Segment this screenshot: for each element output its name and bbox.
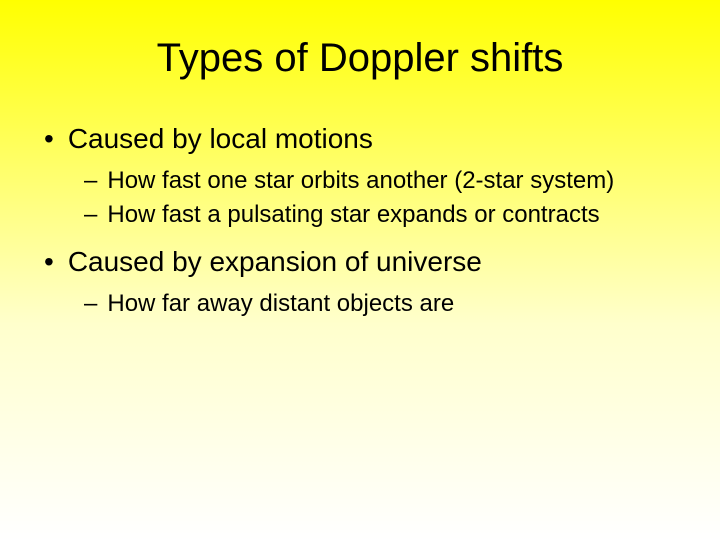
bullet-text: How far away distant objects are (107, 288, 454, 319)
bullet-text: How fast a pulsating star expands or con… (107, 199, 599, 230)
bullet-marker: • (44, 244, 54, 280)
bullet-item: – How fast one star orbits another (2-st… (84, 165, 684, 196)
bullet-text: How fast one star orbits another (2-star… (107, 165, 614, 196)
bullet-group-2: • Caused by expansion of universe – How … (36, 244, 684, 320)
bullet-item: – How far away distant objects are (84, 288, 684, 319)
slide: Types of Doppler shifts • Caused by loca… (0, 0, 720, 540)
bullet-item: • Caused by expansion of universe (44, 244, 684, 280)
bullet-group-1: • Caused by local motions – How fast one… (36, 121, 684, 230)
dash-marker: – (84, 199, 97, 230)
bullet-text: Caused by local motions (68, 121, 373, 157)
dash-marker: – (84, 165, 97, 196)
dash-marker: – (84, 288, 97, 319)
slide-title: Types of Doppler shifts (36, 36, 684, 81)
bullet-text: Caused by expansion of universe (68, 244, 482, 280)
bullet-item: • Caused by local motions (44, 121, 684, 157)
bullet-marker: • (44, 121, 54, 157)
bullet-item: – How fast a pulsating star expands or c… (84, 199, 684, 230)
